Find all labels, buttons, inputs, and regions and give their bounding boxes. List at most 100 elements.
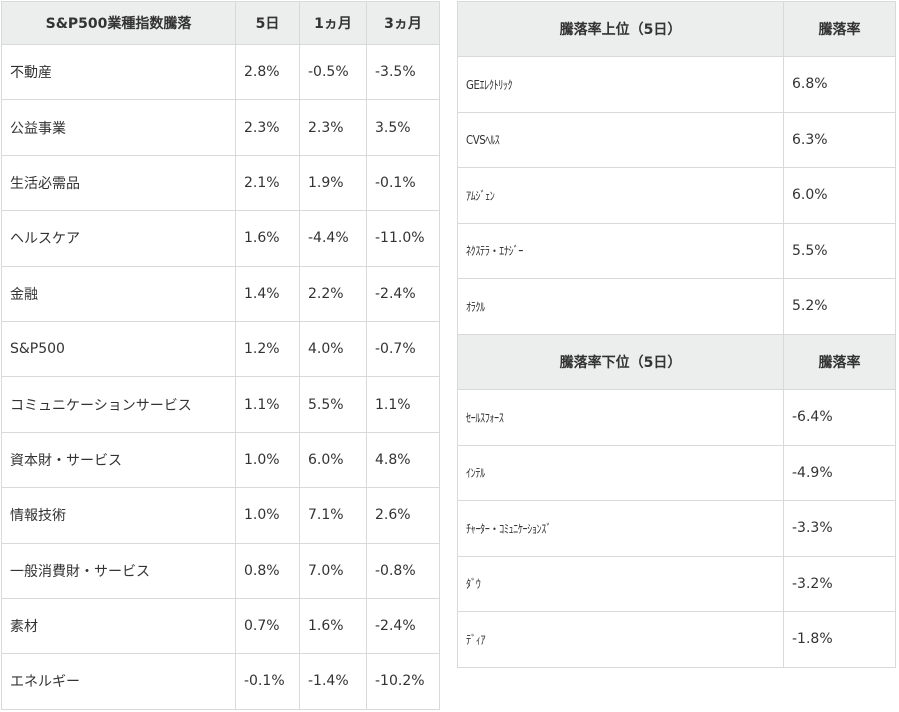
change-1m-cell: -4.4% — [299, 210, 367, 267]
sector-performance-table: S&P500業種指数騰落 5日 1ヵ月 3ヵ月 不動産 2.8% -0.5% -3.5… — [1, 1, 440, 710]
rate-cell: -6.4% — [783, 389, 896, 446]
rate-cell: -3.2% — [783, 555, 896, 612]
change-5d-cell: 0.8% — [235, 542, 300, 599]
change-5d-cell: 1.0% — [235, 487, 300, 544]
column-header-rate: 騰落率 — [783, 1, 896, 57]
change-3m-cell: -10.2% — [366, 653, 440, 710]
table-row: ﾈｸｽﾃﾗ・ｴﾅｼﾞｰ 5.5% — [457, 222, 896, 279]
company-name-cell: ｾｰﾙｽﾌｫｰｽ — [457, 389, 784, 446]
rate-cell: 5.5% — [783, 222, 896, 279]
table-row: 情報技術 1.0% 7.1% 2.6% — [1, 487, 440, 544]
rate-cell: 6.0% — [783, 167, 896, 224]
table-row: 素材 0.7% 1.6% -2.4% — [1, 597, 440, 655]
change-1m-cell: 2.3% — [299, 99, 367, 156]
table-row: ﾁｬｰﾀｰ・ｺﾐｭﾆｹｰｼｮﾝｽﾞ -3.3% — [457, 500, 896, 557]
change-3m-cell: -0.1% — [366, 154, 440, 212]
change-3m-cell: -2.4% — [366, 597, 440, 655]
column-header-1m: 1ヵ月 — [299, 1, 367, 45]
table-header-row: 騰落率下位（5日） 騰落率 — [457, 334, 896, 390]
rate-cell: 6.8% — [783, 56, 896, 113]
top-gainers-table: 騰落率上位（5日） 騰落率 GEｴﾚｸﾄﾘｯｸ 6.8% CVSﾍﾙｽ 6.3% ｱﾑｼ… — [457, 1, 896, 335]
change-1m-cell: -0.5% — [299, 43, 367, 101]
table-row: CVSﾍﾙｽ 6.3% — [457, 111, 896, 168]
table-row: ｾｰﾙｽﾌｫｰｽ -6.4% — [457, 389, 896, 446]
table-row: 一般消費財・サービス 0.8% 7.0% -0.8% — [1, 542, 440, 599]
rate-cell: -3.3% — [783, 500, 896, 557]
company-name: ﾁｬｰﾀｰ・ｺﾐｭﾆｹｰｼｮﾝｽﾞ — [466, 521, 552, 536]
change-1m-cell: 1.6% — [299, 597, 367, 655]
table-row: ﾀﾞｳ -3.2% — [457, 555, 896, 612]
table-row: 不動産 2.8% -0.5% -3.5% — [1, 43, 440, 101]
change-1m-cell: 2.2% — [299, 265, 367, 322]
column-header-sector: S&P500業種指数騰落 — [1, 1, 236, 45]
table-row: コミュニケーションサービス 1.1% 5.5% 1.1% — [1, 376, 440, 433]
company-name: ﾃﾞｨｱ — [466, 632, 486, 647]
column-header-top-gainers: 騰落率上位（5日） — [457, 1, 784, 57]
rate-cell: -4.9% — [783, 444, 896, 501]
table-header-row: 騰落率上位（5日） 騰落率 — [457, 1, 896, 57]
change-5d-cell: 1.2% — [235, 320, 300, 378]
change-5d-cell: 2.3% — [235, 99, 300, 156]
company-name-cell: ｲﾝﾃﾙ — [457, 444, 784, 501]
company-name-cell: ﾀﾞｳ — [457, 555, 784, 612]
company-name-cell: ﾁｬｰﾀｰ・ｺﾐｭﾆｹｰｼｮﾝｽﾞ — [457, 500, 784, 557]
change-3m-cell: -3.5% — [366, 43, 440, 101]
table-row: 公益事業 2.3% 2.3% 3.5% — [1, 99, 440, 156]
table-row: エネルギー -0.1% -1.4% -10.2% — [1, 653, 440, 710]
table-row: S&P500 1.2% 4.0% -0.7% — [1, 320, 440, 378]
change-5d-cell: 1.1% — [235, 376, 300, 433]
company-name: ｵﾗｸﾙ — [466, 299, 485, 314]
change-5d-cell: 2.1% — [235, 154, 300, 212]
sector-name-cell: 素材 — [1, 597, 236, 655]
table-row: ﾃﾞｨｱ -1.8% — [457, 611, 896, 668]
sector-name-cell: エネルギー — [1, 653, 236, 710]
company-name: ｲﾝﾃﾙ — [466, 466, 485, 481]
change-3m-cell: 4.8% — [366, 431, 440, 489]
company-name: ﾈｸｽﾃﾗ・ｴﾅｼﾞｰ — [466, 244, 523, 259]
sector-name-cell: 生活必需品 — [1, 154, 236, 212]
table-row: 生活必需品 2.1% 1.9% -0.1% — [1, 154, 440, 212]
change-1m-cell: 5.5% — [299, 376, 367, 433]
change-3m-cell: 2.6% — [366, 487, 440, 544]
company-name-cell: CVSﾍﾙｽ — [457, 111, 784, 168]
column-header-rate: 騰落率 — [783, 334, 896, 390]
change-3m-cell: 1.1% — [366, 376, 440, 433]
sector-name-cell: 金融 — [1, 265, 236, 322]
company-name: ｱﾑｼﾞｪﾝ — [466, 188, 495, 203]
company-name-cell: ｱﾑｼﾞｪﾝ — [457, 167, 784, 224]
column-header-5d: 5日 — [235, 1, 300, 45]
change-5d-cell: 1.0% — [235, 431, 300, 489]
change-5d-cell: 1.6% — [235, 210, 300, 267]
table-row: ｲﾝﾃﾙ -4.9% — [457, 444, 896, 501]
company-name-cell: ﾃﾞｨｱ — [457, 611, 784, 668]
company-name: CVSﾍﾙｽ — [466, 133, 500, 148]
change-3m-cell: -11.0% — [366, 210, 440, 267]
company-name-cell: ﾈｸｽﾃﾗ・ｴﾅｼﾞｰ — [457, 222, 784, 279]
sector-name-cell: 公益事業 — [1, 99, 236, 156]
column-header-3m: 3ヵ月 — [366, 1, 440, 45]
top-losers-table: 騰落率下位（5日） 騰落率 ｾｰﾙｽﾌｫｰｽ -6.4% ｲﾝﾃﾙ -4.9% ﾁｬｰﾀ… — [457, 334, 896, 668]
change-1m-cell: 4.0% — [299, 320, 367, 378]
change-1m-cell: 7.1% — [299, 487, 367, 544]
change-1m-cell: 1.9% — [299, 154, 367, 212]
company-name: ｾｰﾙｽﾌｫｰｽ — [466, 410, 504, 425]
sector-name-cell: 資本財・サービス — [1, 431, 236, 489]
table-row: ｱﾑｼﾞｪﾝ 6.0% — [457, 167, 896, 224]
sector-name-cell: 情報技術 — [1, 487, 236, 544]
column-header-top-losers: 騰落率下位（5日） — [457, 334, 784, 390]
rate-cell: 5.2% — [783, 278, 896, 335]
sector-name-cell: S&P500 — [1, 320, 236, 378]
company-name: ﾀﾞｳ — [466, 577, 481, 592]
rate-cell: -1.8% — [783, 611, 896, 668]
company-name: GEｴﾚｸﾄﾘｯｸ — [466, 77, 513, 92]
change-1m-cell: 7.0% — [299, 542, 367, 599]
rate-cell: 6.3% — [783, 111, 896, 168]
change-1m-cell: -1.4% — [299, 653, 367, 710]
change-5d-cell: -0.1% — [235, 653, 300, 710]
change-3m-cell: 3.5% — [366, 99, 440, 156]
sector-name-cell: コミュニケーションサービス — [1, 376, 236, 433]
table-row: ヘルスケア 1.6% -4.4% -11.0% — [1, 210, 440, 267]
table-row: ｵﾗｸﾙ 5.2% — [457, 278, 896, 335]
sector-name-cell: ヘルスケア — [1, 210, 236, 267]
table-row: 金融 1.4% 2.2% -2.4% — [1, 265, 440, 322]
